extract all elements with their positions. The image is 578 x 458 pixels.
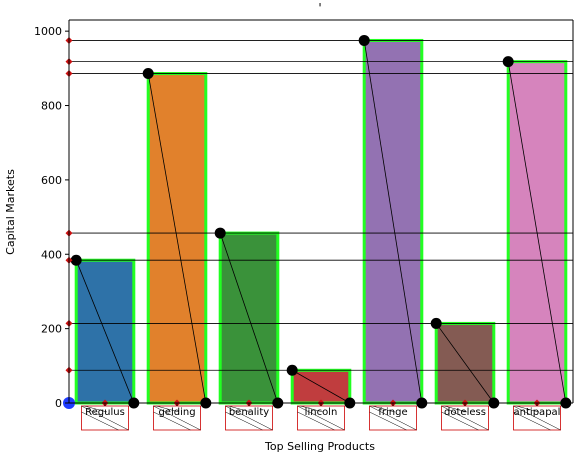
- category-label-hatch: [297, 405, 345, 431]
- y-axis-label: Capital Markets: [4, 169, 17, 255]
- category-label-hatch: [441, 411, 479, 431]
- data-point-marker: [286, 364, 298, 376]
- y-tick-label: 0: [55, 397, 62, 410]
- category-label-hatch: [228, 405, 252, 413]
- data-point-marker: [70, 254, 82, 266]
- category-label-hatch: [81, 411, 119, 431]
- category-label-hatch: [153, 405, 201, 431]
- diagonal-line: [363, 40, 423, 404]
- category-label-hatch: [300, 405, 324, 413]
- plot-area: 0 200 400 600 800 1000 Regulus gelding benality l…: [34, 19, 574, 431]
- x-axis-label: Top Selling Products: [264, 440, 375, 453]
- y-tick-label: 600: [41, 174, 62, 187]
- data-point-marker: [142, 68, 154, 80]
- y-tick-label: 800: [41, 100, 62, 113]
- x-tick-label: benality: [229, 407, 269, 418]
- y-tick-label: 1000: [34, 25, 62, 38]
- diagonal-line: [147, 73, 207, 404]
- y-tick-label: 200: [41, 323, 62, 336]
- category-label-hatch: [84, 405, 108, 413]
- y-tick-label: 400: [41, 248, 62, 261]
- chart-title: ': [318, 1, 321, 15]
- category-label-hatch: [369, 405, 417, 431]
- x-tick-label: gelding: [158, 407, 195, 418]
- diagonal-line: [75, 260, 135, 404]
- category-label-hatch: [513, 411, 551, 431]
- data-point-marker: [358, 34, 370, 46]
- category-label-hatch: [153, 411, 191, 431]
- x-tick-label: Regulus: [85, 407, 125, 418]
- x-tick-label: fringe: [378, 407, 407, 418]
- category-label-hatch: [372, 405, 396, 413]
- category-label-hatch: [297, 411, 335, 431]
- data-point-marker: [214, 227, 226, 239]
- category-label-hatch: [441, 405, 489, 431]
- category-label-hatch: [81, 405, 129, 431]
- category-label-hatch: [225, 405, 273, 431]
- category-label-hatch: [513, 405, 561, 431]
- category-label-hatch: [225, 411, 263, 431]
- diagonal-line: [507, 61, 567, 404]
- x-tick-label: antipapal: [514, 407, 561, 418]
- category-label-hatch: [444, 405, 468, 413]
- x-tick-label: lincoln: [305, 407, 338, 418]
- data-point-marker: [502, 56, 514, 68]
- data-point-marker: [430, 317, 442, 329]
- category-label-hatch: [516, 405, 540, 413]
- diagonal-line: [435, 323, 495, 404]
- category-label-hatch: [156, 405, 180, 413]
- category-label-hatch: [369, 411, 407, 431]
- diagonal-line: [219, 232, 279, 404]
- x-tick-label: doteless: [444, 407, 486, 418]
- diagonal-line: [292, 369, 350, 404]
